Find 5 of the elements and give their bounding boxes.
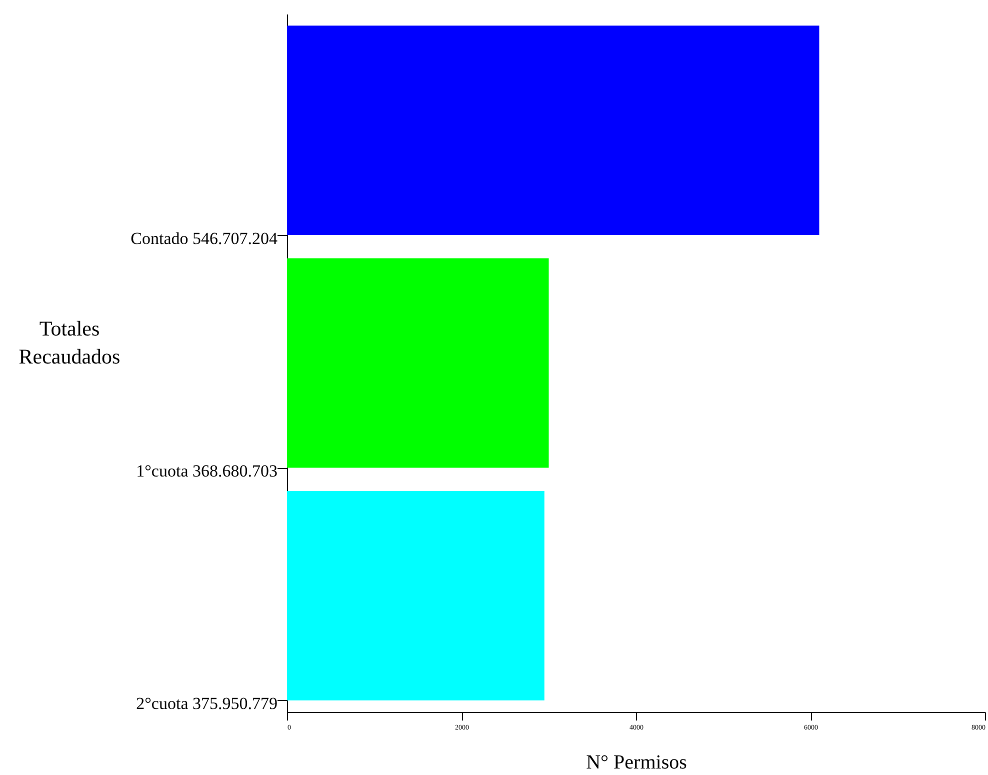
y-tick-label: 1°cuota 368.680.703 — [136, 462, 278, 480]
y-axis-title: Totales Recaudados — [18, 316, 120, 368]
y-tick-label: Contado 546.707.204 — [130, 228, 278, 248]
x-axis-title: N° Permisos — [586, 752, 688, 774]
y-tick-label: 2°cuota 375.950.779 — [136, 694, 278, 714]
